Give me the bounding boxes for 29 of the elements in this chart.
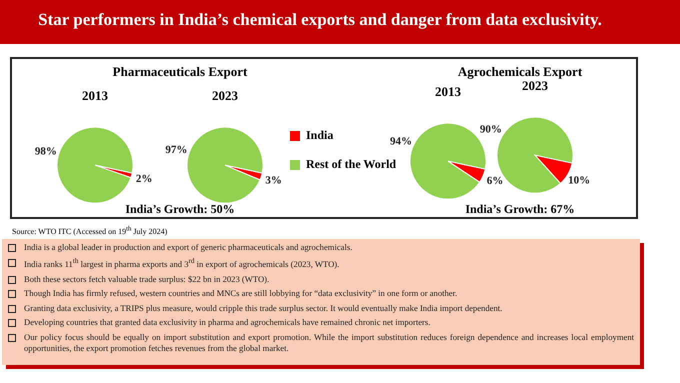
text: Developing countries that granted data exclusivity in pharma and agrochemicals have remained chronic net importers.: [24, 317, 430, 328]
text: Our policy focus should be equally on import substitution and export promotion. While the import substitution reduces foreign dependence and increases local employment opportunities, the export promotion fetches revenues from the global market.: [24, 332, 634, 353]
text: Pharmaceuticals Export: [112, 64, 248, 79]
data-label: 6%: [486, 174, 504, 187]
pie-slice: [186, 126, 264, 204]
data-label: 94%: [390, 135, 412, 148]
data-label: 98%: [34, 145, 57, 158]
legend-label: Rest of the World: [306, 157, 396, 172]
source-note: Source: WTO ITC (Accessed on 19$^{th}$ July 2024): [12, 225, 168, 236]
text: India is a global leader in production and export of generic pharmaceuticals and agrochemicals.: [24, 242, 352, 252]
data-label: 90%: [480, 124, 502, 136]
text: Though India has firmly refused, western countries and MNCs are still lobbying for “data exclusivity” in one form or another.: [24, 288, 458, 298]
text: India’s Growth: 50%: [125, 202, 235, 216]
text: Star performers in India’s chemical exports and danger from data exclusivity.: [38, 10, 602, 29]
chart-title: 2013: [81, 88, 109, 104]
text: Agrochemicals Export: [458, 64, 582, 79]
chart-title: 2013: [434, 84, 462, 100]
data-label: 3%: [265, 174, 282, 186]
chart-title: 2023: [211, 88, 239, 104]
data-label: 10%: [568, 174, 590, 187]
pie-slice: [56, 126, 134, 204]
chart-title: 2023: [522, 78, 548, 94]
data-label: 2%: [136, 172, 152, 185]
text: Both these sectors fetch valuable trade surplus: $22 bn in 2023 (WTO).: [24, 274, 270, 284]
text: India ranks 11$^{th}$ largest in pharma exports and 3$^{rd}$ in export of agrochemicals (2023, WTO).: [24, 258, 340, 270]
text: Granting data exclusivity, a TRIPS plus measure, would cripple this trade surplus sector. It would eventually make India import dependent.: [24, 302, 502, 313]
legend-label: India: [306, 128, 334, 143]
data-label: 97%: [165, 144, 188, 156]
text: India’s Growth: 67%: [465, 202, 575, 216]
